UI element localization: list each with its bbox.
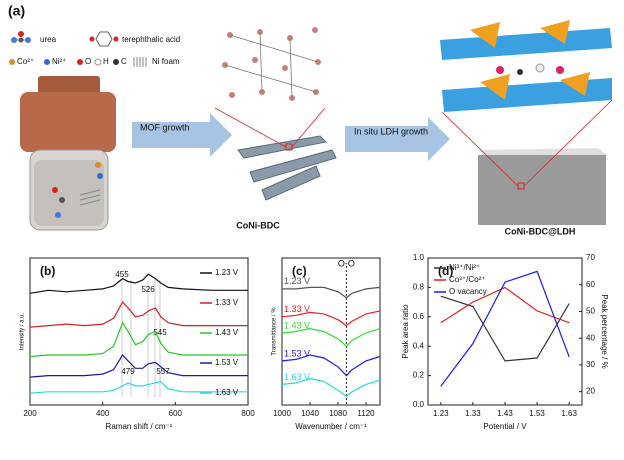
x-tick-label: 400 [96,409,110,418]
legend-label: Ni²⁺ [52,57,66,66]
legend-label: 1.43 V [215,328,239,337]
y2-tick-label: 30 [586,360,595,369]
y-axis-label: Intensity / a.u. [20,312,26,350]
arrow-label: MOF growth [140,122,190,132]
x-tick-label: 200 [23,409,37,418]
ldh-structure [440,20,612,112]
x-tick-label: 1120 [357,409,375,418]
x-tick-label: 1.53 [529,409,545,418]
urea-molecule [11,31,31,43]
legend-label: 1.53 V [215,358,239,367]
y2-tick-label: 60 [586,280,595,289]
urea-label: urea [40,35,57,44]
x-axis-label: Potential / V [483,422,527,431]
y2-tick-label: 50 [586,307,595,316]
series-line [282,329,380,347]
y-tick-label: 1.0 [413,253,425,262]
ldh-block [478,148,608,225]
product-label: CoNi-BDC [236,220,280,230]
y-tick-label: 0.0 [413,400,425,409]
panel-label: (a) [8,3,25,19]
atom-legend: Co²⁺ Ni²⁺ O H C Ni foam [9,57,180,67]
y-tick-label: 0.2 [413,371,425,380]
peak-label: 479 [121,367,135,376]
series-label: 1.43 V [284,320,310,330]
acid-molecule [90,32,119,46]
chart-title: (b) [40,264,55,278]
x-tick-label: 1000 [273,409,291,418]
legend-label: Ni³⁺/Ni²⁺ [449,263,480,272]
x-axis-label: Wavenumber / cm⁻¹ [295,422,367,431]
x-tick-label: 600 [169,409,183,418]
arrow [132,113,232,157]
series-label: 1.23 V [284,276,310,286]
figure: (a) urea terephthalic acid Co²⁺ Ni²⁺ O H… [0,0,624,460]
y-tick-label: 0.6 [413,312,425,321]
legend-label: 1.63 V [215,388,239,397]
legend-label: H [103,57,109,66]
peak-label: 526 [141,285,155,294]
y2-tick-label: 70 [586,253,595,262]
x-tick-label: 1.63 [561,409,577,418]
legend-label: 1.23 V [215,268,239,277]
series-line [282,287,380,297]
legend-label: C [121,57,127,66]
x-axis-label: Raman shift / cm⁻¹ [106,422,173,431]
x-tick-label: 1.43 [497,409,513,418]
legend-label: Co³⁺/Co²⁺ [449,275,485,284]
series-label: 1.33 V [284,304,310,314]
y2-axis-label: Peak percentage / % [600,294,609,368]
y2-tick-label: 20 [586,387,595,396]
rods [238,136,336,200]
legend-label: O vacancy [449,287,487,296]
y-tick-label: 0.8 [413,283,425,292]
y-axis-label: Peak area ratio [401,304,410,359]
arrow [345,117,450,161]
product-label: CoNi-BDC@LDH [505,226,576,236]
series-label: 1.63 V [284,372,310,382]
peak-label: 455 [115,270,129,279]
legend-label: Co²⁺ [17,57,34,66]
x-tick-label: 1.23 [433,409,449,418]
mof-structure [215,22,325,108]
reaction-vessel [20,76,116,230]
y-axis-label: Transmittance / % [272,307,278,356]
legend-label: 1.33 V [215,298,239,307]
y2-tick-label: 40 [586,333,595,342]
x-tick-label: 1080 [329,409,347,418]
legend-label: O [85,57,91,66]
x-tick-label: 1.33 [465,409,481,418]
series-label: 1.53 V [284,348,310,358]
acid-label: terephthalic acid [122,35,180,44]
x-tick-label: 800 [241,409,255,418]
arrow-label: In situ LDH growth [354,126,428,136]
reference-label: O-O [338,258,355,268]
x-tick-label: 1040 [301,409,319,418]
legend-label: Ni foam [152,57,180,66]
y-tick-label: 0.4 [413,341,425,350]
